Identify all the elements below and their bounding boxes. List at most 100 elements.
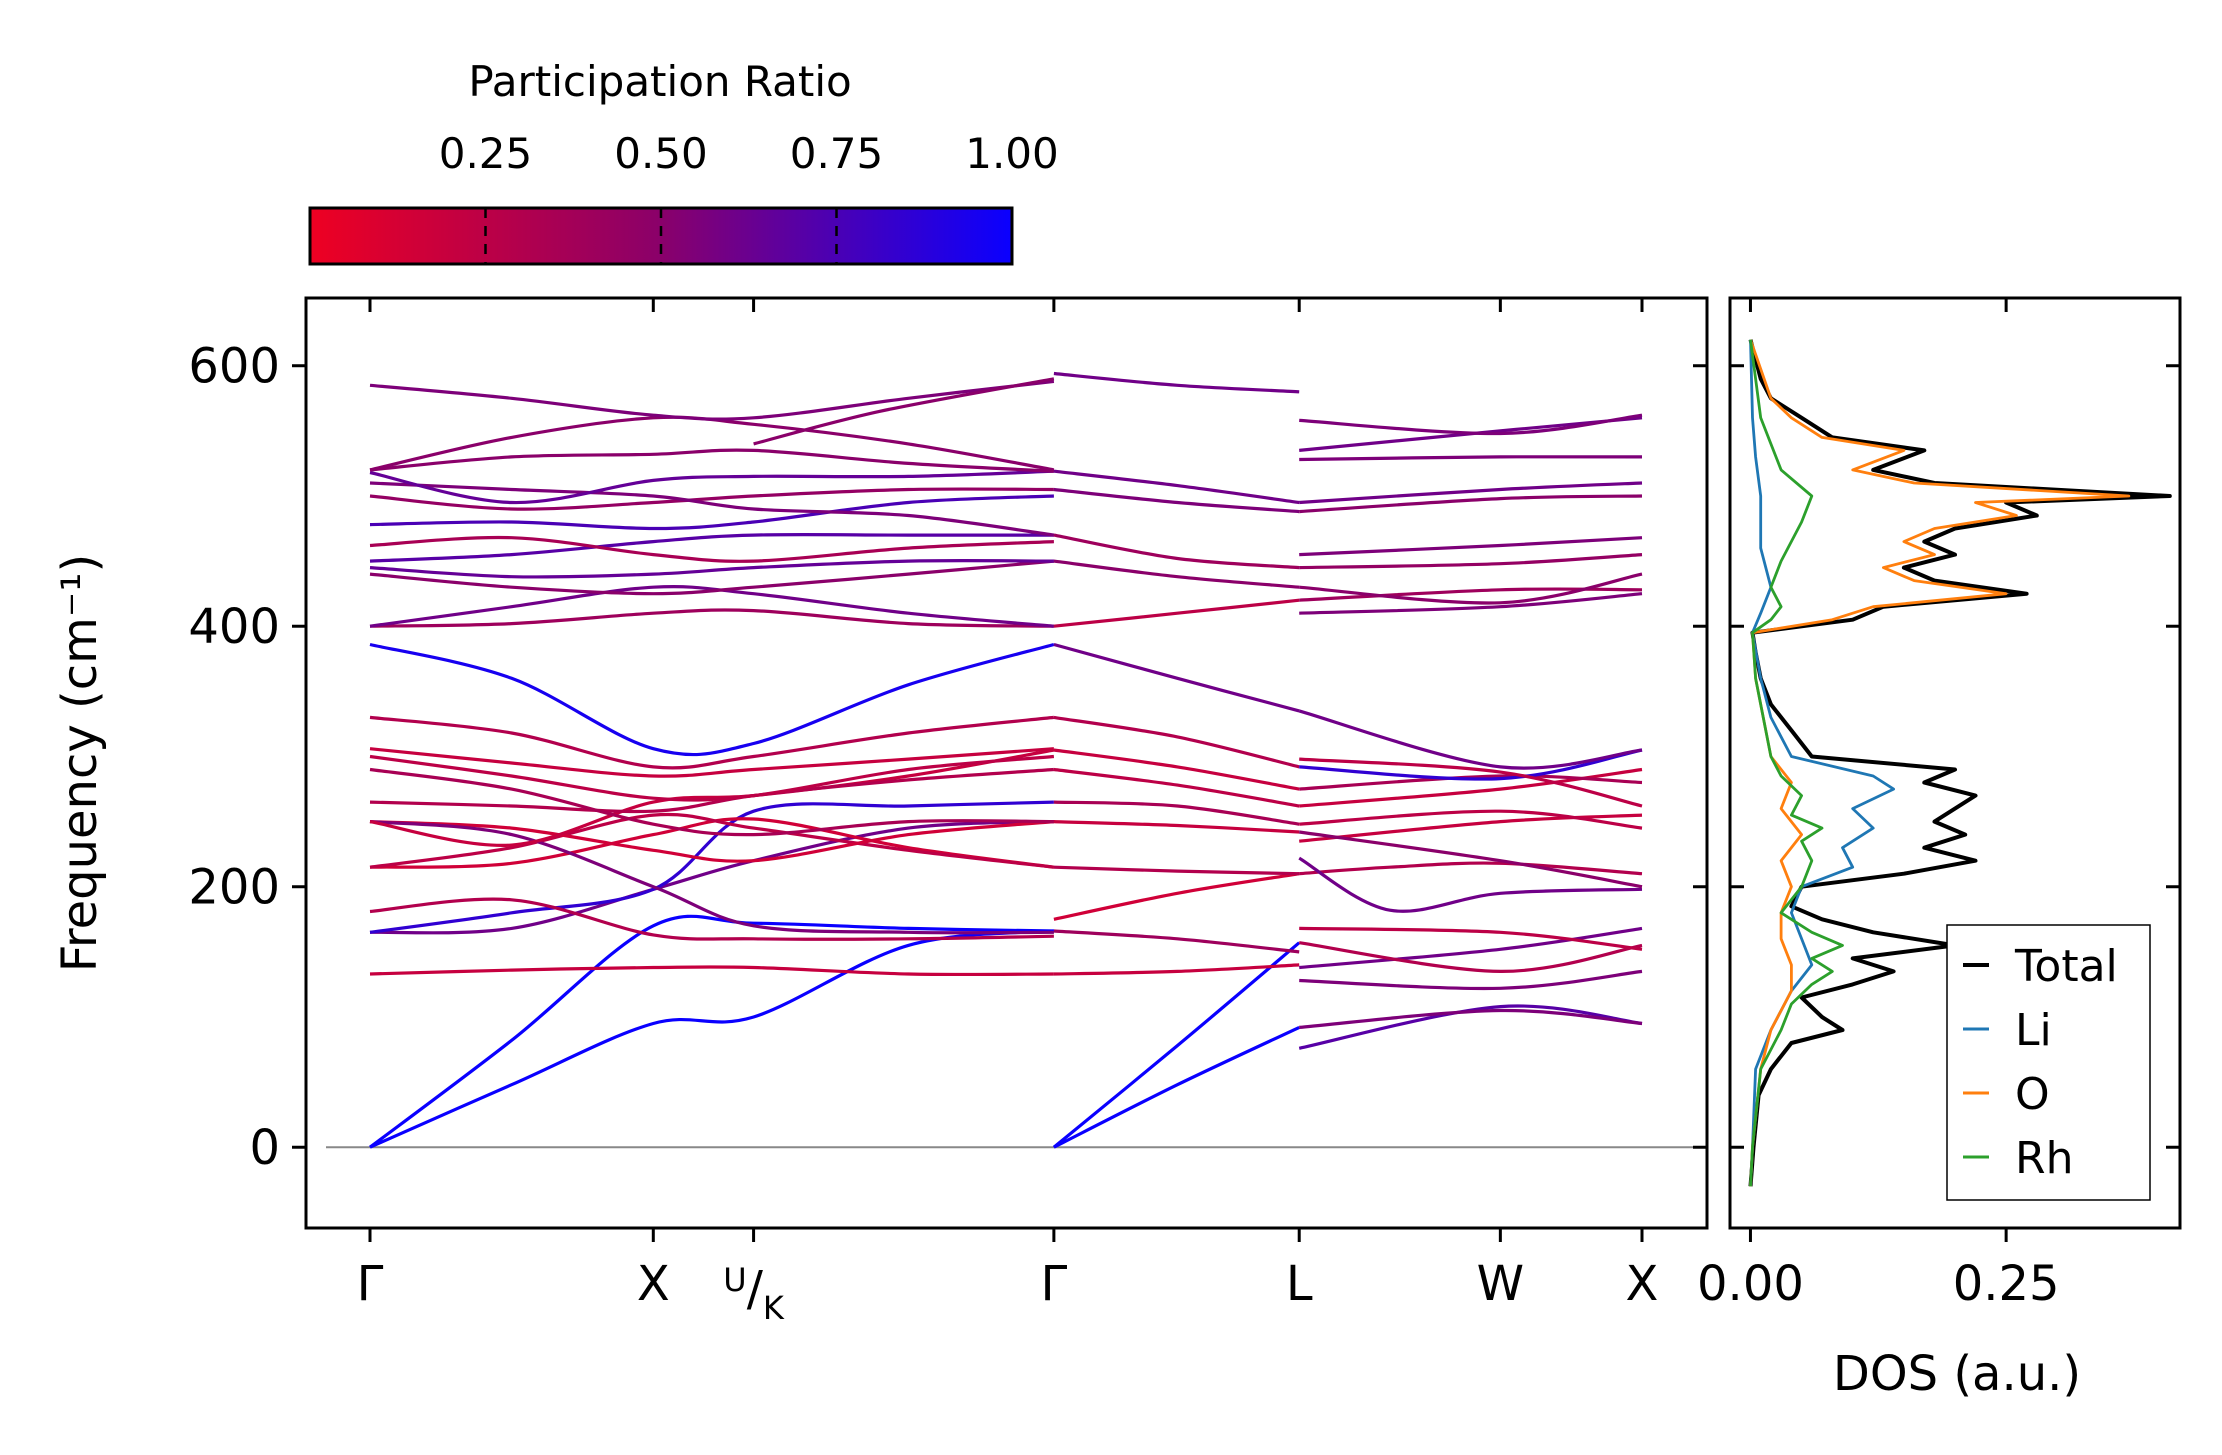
band-line — [369, 481, 1055, 537]
band-line — [1053, 533, 1300, 570]
dos-series-total — [1748, 339, 2172, 1187]
band-line — [1299, 553, 1643, 570]
band-line — [369, 559, 1054, 579]
band-line — [1299, 926, 1643, 951]
band-line — [1299, 809, 1643, 830]
legend-label: Total — [2014, 941, 2118, 992]
dos-axes-frame — [1728, 296, 2182, 1230]
band-line — [1299, 748, 1643, 781]
band-line — [369, 897, 1054, 941]
colorbar-ticks: 0.25 0.50 0.75 1.00 — [439, 129, 1059, 264]
band-line — [369, 800, 1054, 934]
band-line — [1053, 598, 1300, 628]
legend-box — [1946, 924, 2151, 1201]
band-line — [1298, 1004, 1643, 1050]
band-line — [369, 747, 1055, 778]
band-line — [1299, 969, 1643, 991]
band-line — [1299, 592, 1643, 615]
band-line — [369, 820, 1055, 863]
legend-label: Li — [2015, 1005, 2052, 1056]
band-line — [1053, 872, 1300, 921]
band-line — [369, 379, 1055, 421]
band-line — [1053, 748, 1300, 791]
band-line — [1053, 487, 1300, 514]
band-structure-panel: 0 200 400 600 Γ X U/K Γ L W X Frequency (cm⁻¹) — [52, 296, 1709, 1327]
x-tick-label: X — [637, 1256, 670, 1312]
band-y-axis-label: Frequency (cm⁻¹) — [52, 554, 108, 972]
y-tick-label: 600 — [188, 339, 280, 395]
band-line — [369, 559, 1055, 596]
dos-panel: 0.00 0.25 DOS (a.u.) Total Li O Rh — [1697, 296, 2182, 1402]
band-line — [369, 767, 1054, 837]
band-line — [1299, 536, 1643, 557]
band-line — [1298, 830, 1643, 889]
band-line — [1299, 926, 1643, 970]
band-line — [1053, 865, 1300, 876]
dos-y-ticks — [1730, 364, 2180, 1149]
colorbar-tick-label: 0.25 — [439, 129, 533, 178]
band-line — [1299, 455, 1643, 462]
band-line — [1053, 469, 1300, 505]
x-tick-label: X — [1626, 1256, 1659, 1312]
colorbar: Participation Ratio 0.25 0.50 0.75 1.00 — [308, 57, 1059, 266]
band-line — [1053, 559, 1300, 589]
band-line — [1053, 820, 1300, 834]
dos-legend: Total Li O Rh — [1946, 924, 2151, 1201]
legend-label: Rh — [2015, 1133, 2073, 1184]
band-line — [1299, 757, 1643, 808]
dos-lines — [1748, 339, 2172, 1187]
legend-label: O — [2015, 1069, 2050, 1120]
band-line — [369, 533, 1054, 563]
band-line — [1299, 767, 1643, 808]
band-line — [369, 748, 1055, 847]
y-tick-label: 0 — [249, 1120, 280, 1176]
band-line — [369, 608, 1054, 628]
band-line — [1298, 856, 1643, 913]
band-line — [1299, 481, 1643, 505]
band-line — [369, 965, 1054, 977]
dos-series-o — [1749, 339, 2131, 1187]
band-line — [1299, 774, 1643, 791]
band-line — [1053, 642, 1300, 713]
band-line — [369, 448, 1054, 473]
dos-x-axis-label: DOS (a.u.) — [1833, 1346, 2081, 1402]
band-line — [1298, 709, 1643, 770]
band-line — [369, 767, 1055, 814]
band-line — [369, 820, 1054, 935]
band-lines — [369, 371, 1643, 1149]
band-line — [1053, 1025, 1300, 1149]
y-tick-label: 200 — [188, 860, 280, 916]
x-tick-label: Γ — [357, 1256, 384, 1312]
dos-series-li — [1749, 339, 1895, 1187]
dos-x-tick-label: 0.25 — [1953, 1256, 2060, 1312]
band-line — [1053, 715, 1300, 769]
band-line — [369, 469, 1054, 505]
band-line — [1053, 929, 1300, 954]
band-line — [369, 715, 1055, 770]
band-line — [1299, 413, 1643, 436]
colorbar-label: Participation Ratio — [468, 57, 851, 106]
band-axes-frame — [304, 296, 1709, 1230]
band-line — [369, 817, 1055, 869]
band-line — [369, 642, 1055, 757]
band-line — [1298, 941, 1643, 974]
band-line — [369, 754, 1055, 802]
y-tick-label: 400 — [188, 599, 280, 655]
band-line — [369, 820, 1054, 935]
dos-x-tick-label: 0.00 — [1697, 1256, 1804, 1312]
band-line — [753, 377, 1055, 446]
band-line — [1299, 1008, 1643, 1029]
band-line — [369, 494, 1054, 531]
band-line — [1299, 861, 1643, 876]
band-line — [369, 585, 1055, 628]
x-tick-label: W — [1477, 1256, 1524, 1312]
band-line — [1053, 767, 1300, 808]
band-line — [1053, 800, 1300, 826]
band-line — [369, 929, 1055, 1149]
band-line — [1299, 587, 1643, 602]
x-tick-label: U/K — [723, 1261, 785, 1327]
band-line — [1053, 963, 1300, 976]
band-line — [1299, 572, 1643, 605]
band-line — [1299, 494, 1643, 514]
